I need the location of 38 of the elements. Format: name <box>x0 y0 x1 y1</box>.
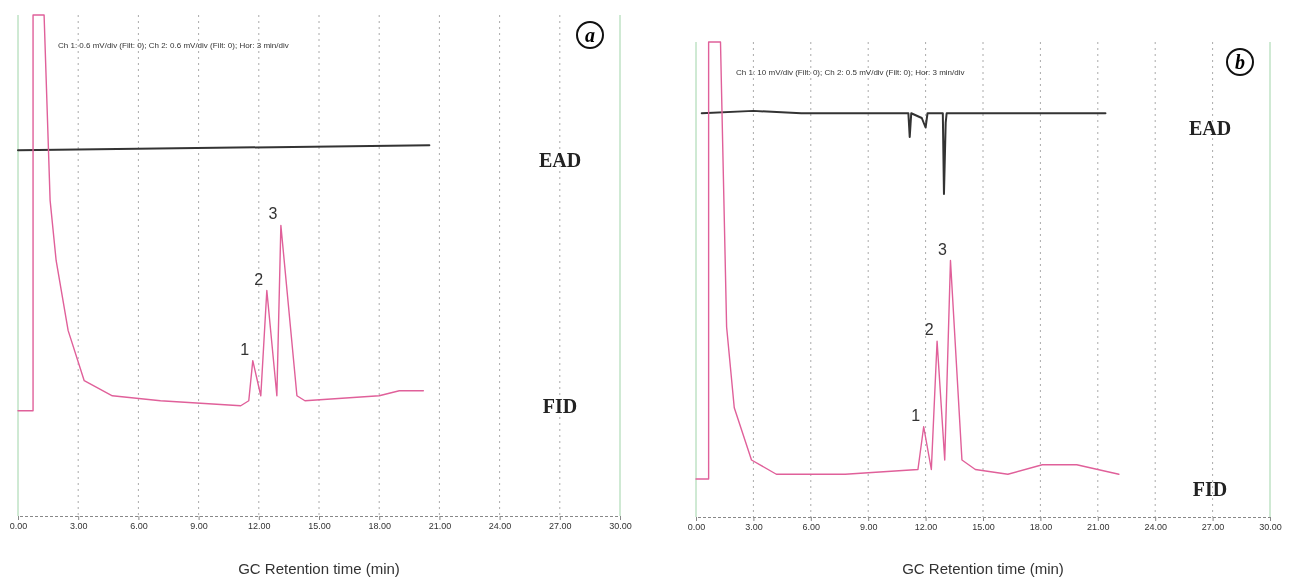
x-tick-label: 18.00 <box>1029 522 1053 533</box>
annotation: 1 <box>240 340 250 358</box>
annotation: 3 <box>268 205 278 223</box>
x-axis-title: GC Retention time (min) <box>238 560 400 577</box>
annotation: Ch 1: 0.6 mV/div (Filt: 0); Ch 2: 0.6 mV/div (Filt: 0); Hor: 3 min/div <box>58 41 289 50</box>
text: FID <box>1192 478 1228 501</box>
x-tick-label: 6.00 <box>130 521 148 532</box>
x-tick-label: 18.00 <box>368 521 391 532</box>
text: FID <box>542 394 578 417</box>
x-tick-label: 24.00 <box>488 521 512 532</box>
annotation: 1 <box>911 406 921 424</box>
x-tick-label: 3.00 <box>69 521 88 532</box>
annotation: 3 <box>938 240 948 258</box>
x-tick-label: 27.00 <box>549 521 572 532</box>
x-tick-label: 24.00 <box>1144 522 1167 533</box>
chart-title: b <box>1235 51 1245 73</box>
text: EAD <box>1188 117 1232 140</box>
annotation: Ch 1: 10 mV/div (Filt: 0); Ch 2: 0.5 mV/div (Filt: 0); Hor: 3 min/div <box>736 68 965 77</box>
text: EAD <box>538 149 582 172</box>
x-tick-label: 0.00 <box>9 521 28 532</box>
x-tick-label: 30.00 <box>1259 522 1282 533</box>
chart-title: a <box>585 24 595 46</box>
x-tick-label: 21.00 <box>1087 522 1110 533</box>
x-tick-label: 12.00 <box>914 522 938 533</box>
x-axis-title: GC Retention time (min) <box>902 560 1064 577</box>
x-tick-label: 21.00 <box>428 521 452 532</box>
x-tick-label: 12.00 <box>248 521 271 532</box>
x-tick-label: 9.00 <box>859 522 878 533</box>
x-tick-label: 9.00 <box>190 521 208 532</box>
x-tick-label: 27.00 <box>1201 522 1225 533</box>
x-tick-label: 0.00 <box>687 522 706 533</box>
annotation: 2 <box>254 270 264 288</box>
x-tick-label: 3.00 <box>745 522 763 533</box>
x-tick-label: 30.00 <box>609 521 632 532</box>
x-tick-label: 15.00 <box>308 521 331 532</box>
annotation: 2 <box>924 321 934 339</box>
x-tick-label: 15.00 <box>972 522 995 533</box>
x-tick-label: 6.00 <box>802 522 821 533</box>
